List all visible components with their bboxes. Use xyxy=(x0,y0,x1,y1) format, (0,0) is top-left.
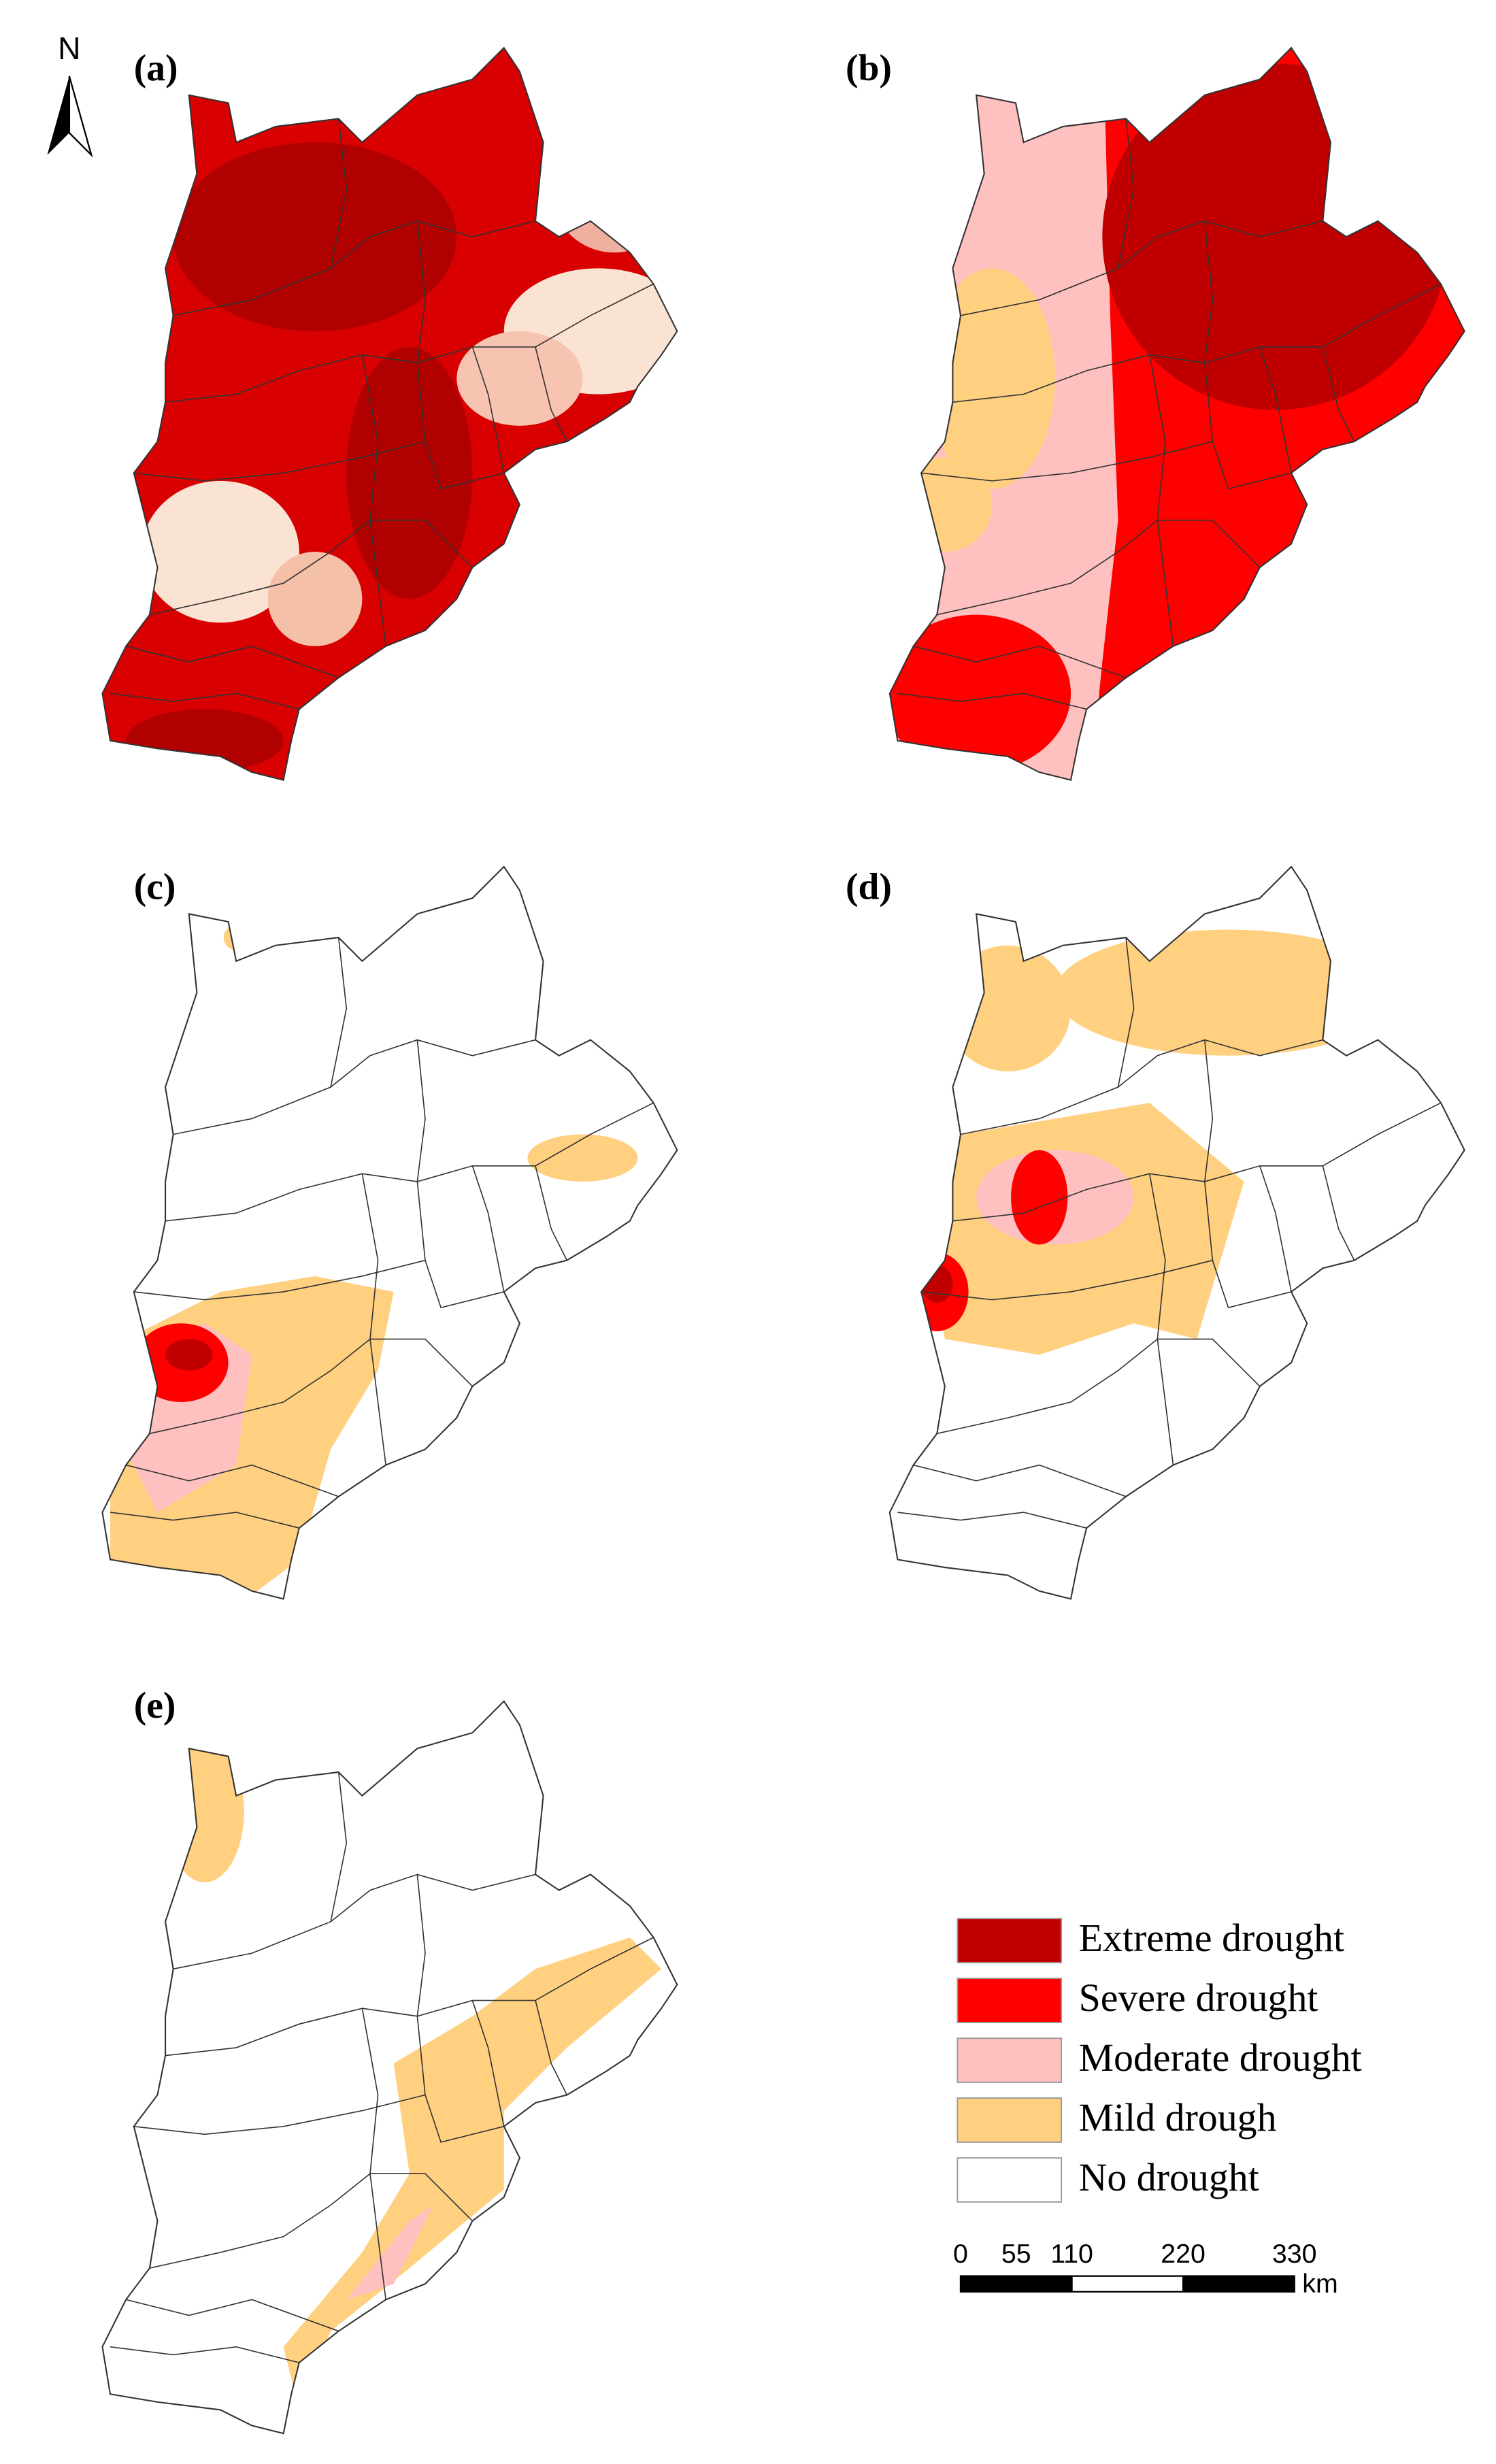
scale-tick-label: 110 xyxy=(1050,2239,1093,2269)
scale-segment xyxy=(1182,2275,1295,2293)
map-e xyxy=(101,1700,678,2435)
legend-label: Moderate drought xyxy=(1079,2035,1362,2080)
panel-label: (c) xyxy=(134,865,176,908)
scale-unit: km xyxy=(1302,2269,1337,2299)
legend-label: No drought xyxy=(1079,2155,1259,2199)
legend-swatch xyxy=(957,2097,1063,2143)
panel-label: (b) xyxy=(846,47,892,89)
legend-label: Severe drought xyxy=(1079,1976,1318,2020)
scale-tick-label: 0 xyxy=(953,2239,968,2269)
legend-label: Mild drough xyxy=(1079,2095,1277,2140)
panel-label: (e) xyxy=(134,1684,176,1727)
legend-swatch xyxy=(957,2037,1063,2083)
legend: Extreme drought Severe drought Moderate dr… xyxy=(957,1916,1362,2203)
scale-segment xyxy=(1071,2275,1184,2293)
map-a xyxy=(101,47,678,781)
legend-label: Extreme drought xyxy=(1079,1916,1344,1960)
panel-label: (a) xyxy=(134,47,178,89)
scale-tick-label: 220 xyxy=(1161,2239,1206,2269)
scale-segment xyxy=(1015,2275,1073,2293)
north-arrow: N xyxy=(47,31,93,158)
map-d xyxy=(888,865,1465,1600)
legend-swatch xyxy=(957,1918,1063,1963)
map-b xyxy=(888,47,1465,781)
scale-tick-label: 55 xyxy=(1001,2239,1031,2269)
map-c xyxy=(101,865,678,1600)
scale-tick-label: 330 xyxy=(1272,2239,1317,2269)
scale-segment xyxy=(959,2275,1017,2293)
north-label: N xyxy=(58,31,80,66)
panel-labels: (a) (b) (c) (d) (e) xyxy=(134,47,892,1727)
legend-swatch xyxy=(957,2157,1063,2203)
legend-swatch xyxy=(957,1978,1063,2023)
panel-label: (d) xyxy=(846,865,892,908)
